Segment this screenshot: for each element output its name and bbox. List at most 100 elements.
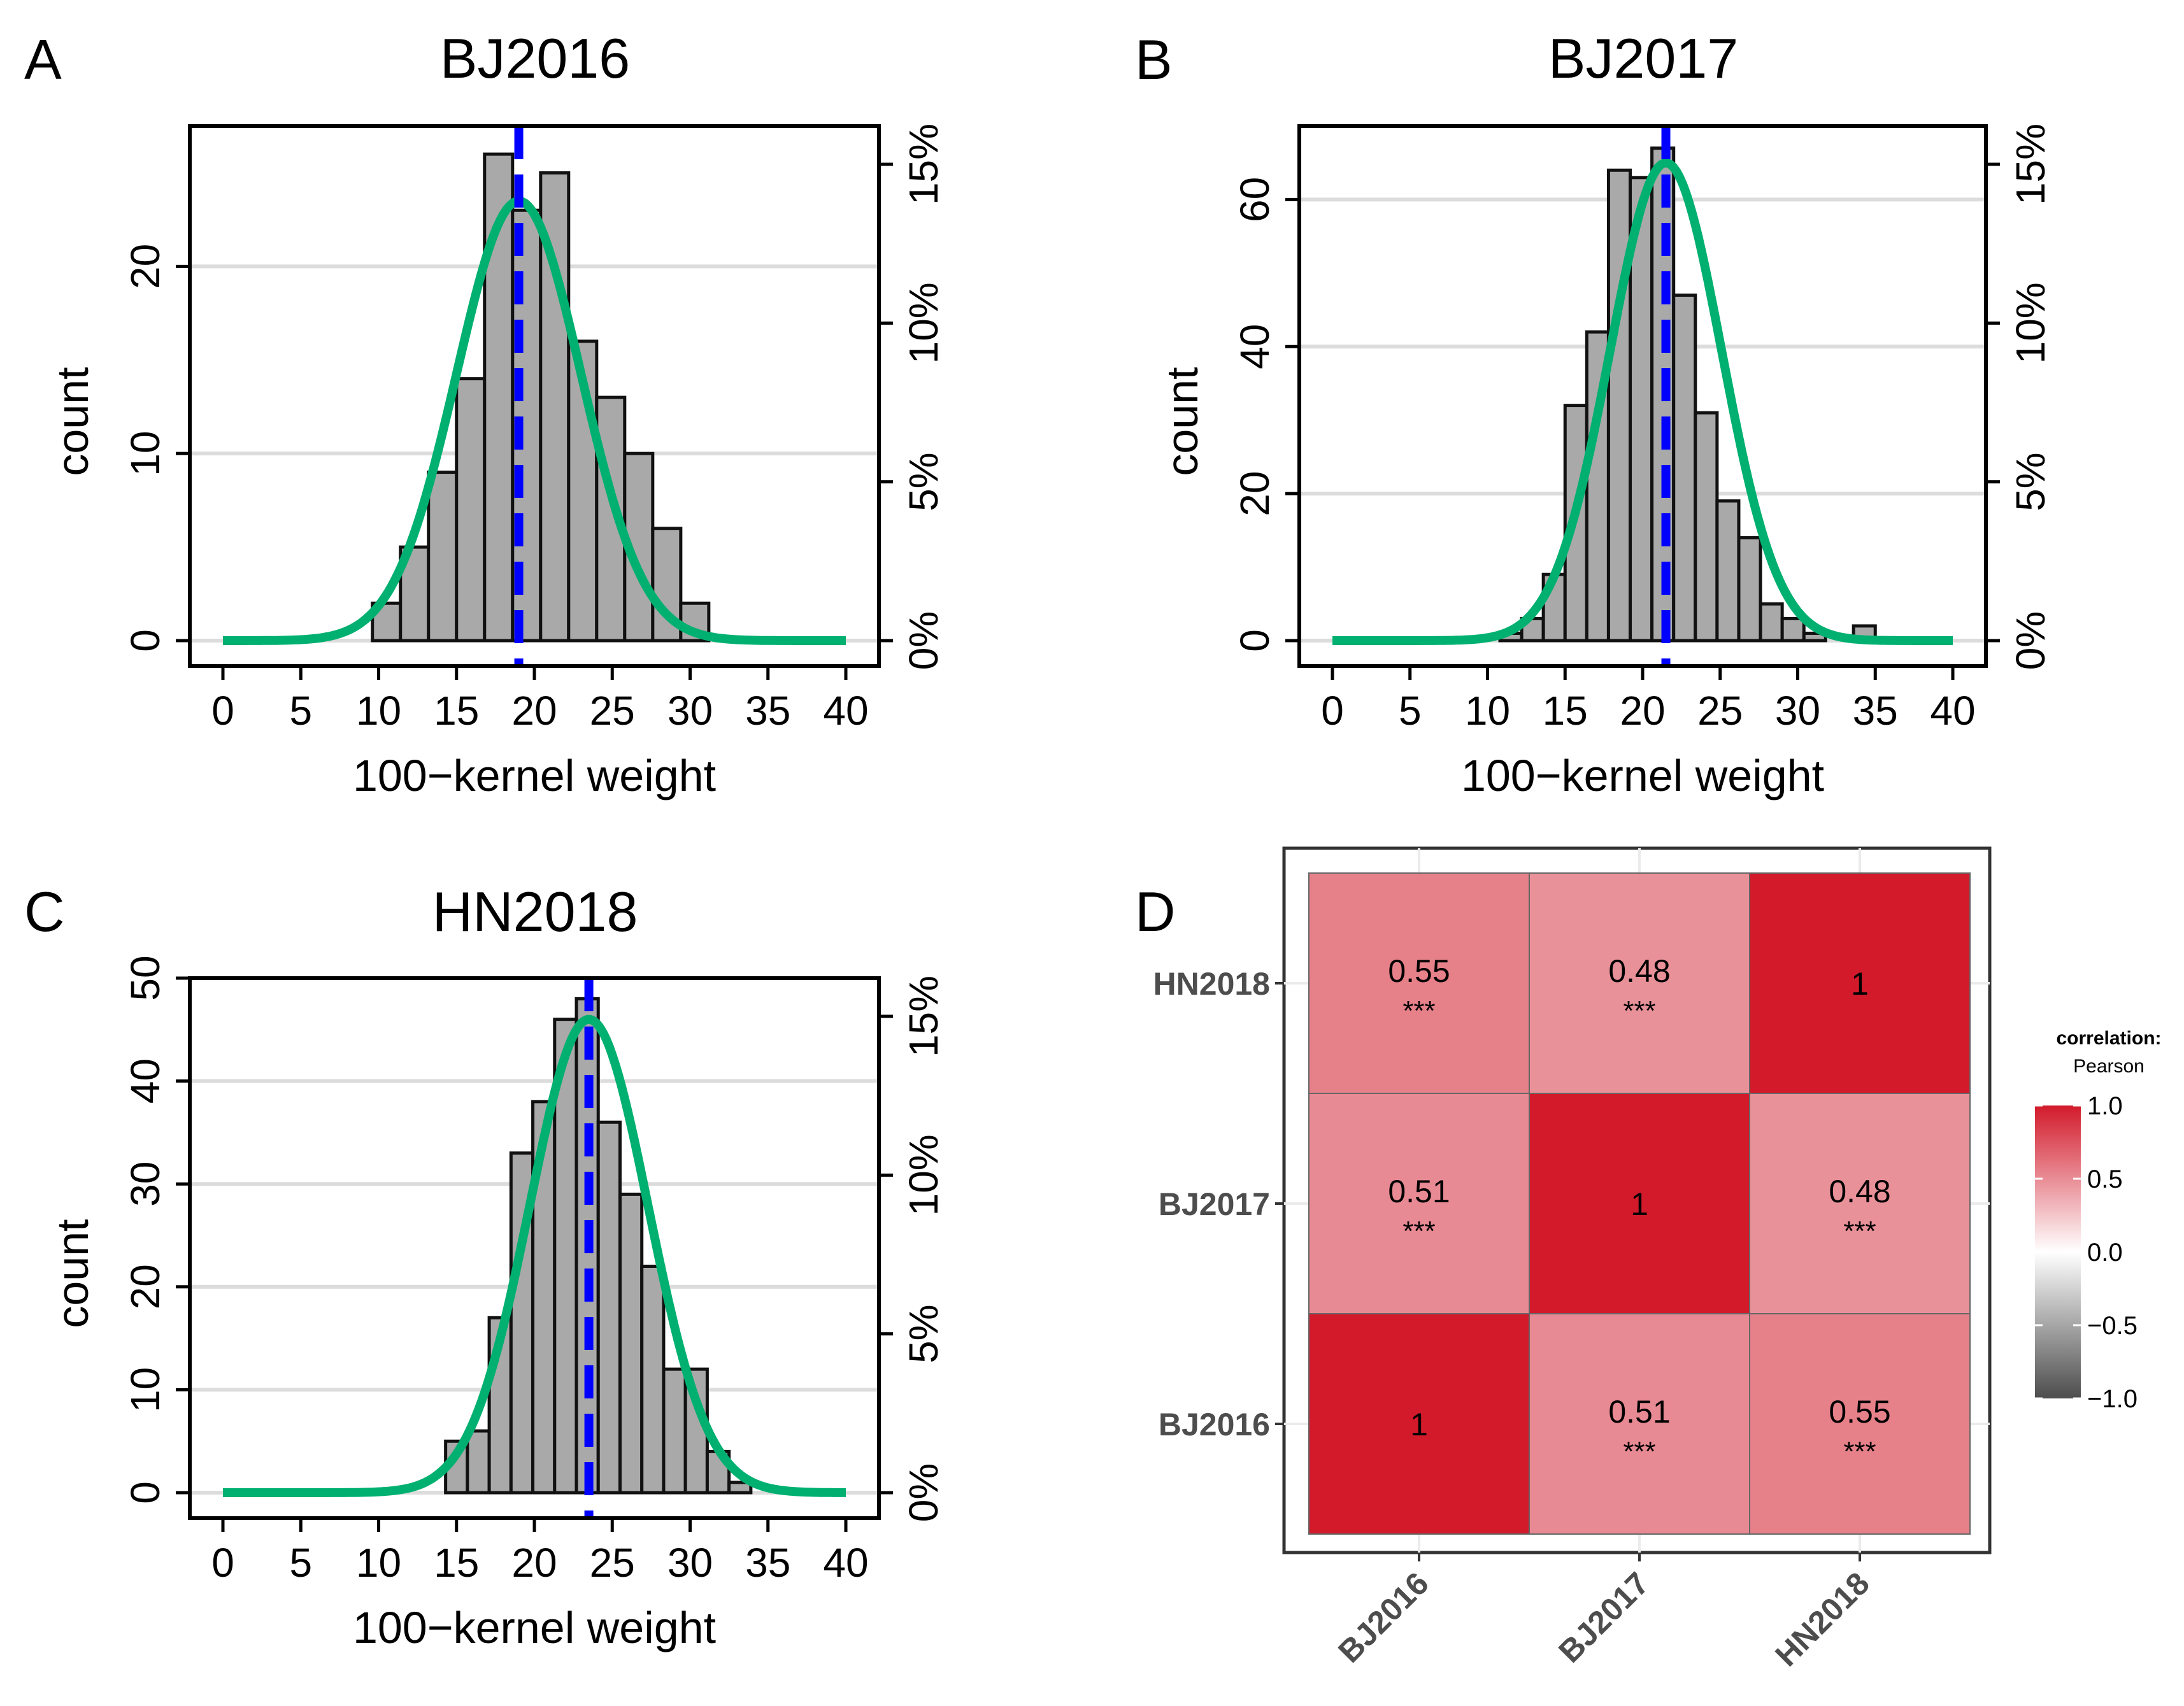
x-tick-label: BJ2017 [1552,1565,1655,1669]
cell-significance-label: *** [1843,1216,1876,1247]
x-tick-label: 15 [1543,688,1588,734]
x-tick-label: 35 [1853,688,1898,734]
y2-tick-label: 15% [2008,124,2053,205]
histogram-panel-b: 0 5 10 15 20 25 30 35 40 0 20 40 60 0% 5% 10% 15% count 10… [1135,27,2053,800]
x-tick-label: BJ2016 [1331,1565,1435,1669]
cell-significance-label: *** [1402,1216,1435,1247]
cell-value-label: 0.55 [1829,1394,1890,1430]
x-tick-label: 40 [823,688,868,734]
y-tick-label: 30 [122,1162,168,1207]
x-tick-label: 10 [356,1540,401,1586]
x-tick-label: HN2018 [1768,1565,1876,1673]
y-tick-label: 50 [122,955,168,1000]
normal-fit-curve [1331,159,1955,645]
legend-tick-label: 0.0 [2087,1239,2123,1267]
y-tick-label: HN2018 [1153,966,1270,1002]
legend-tick-label: −0.5 [2087,1312,2138,1340]
panel-label: A [24,28,62,91]
legend-tick-label: 0.5 [2087,1165,2123,1193]
y-tick-label: 20 [122,244,168,289]
x-tick-label: 40 [1930,688,1975,734]
y-tick-label: BJ2016 [1159,1407,1270,1442]
y2-tick-label: 15% [901,124,946,205]
heatmap-cell [1529,872,1750,1094]
y-tick-label: 40 [1232,324,1278,369]
normal-fit-curve [221,1014,848,1497]
y-tick-label: 10 [122,1367,168,1412]
histogram-bar [640,1264,666,1495]
histogram-bar [1715,499,1741,643]
y2-tick-label: 5% [901,1304,946,1363]
x-tick-label: 30 [1775,688,1820,734]
histogram-bar [427,471,459,643]
histogram-bar [1694,411,1719,643]
y-tick-label: 0 [1232,629,1278,652]
histogram-bar [1780,616,1806,643]
x-tick-label: 30 [667,688,713,734]
y2-tick-label: 10% [901,1134,946,1216]
legend-tick-label: −1.0 [2087,1385,2138,1413]
y-axis-label: count [48,367,97,476]
heatmap-cell [1529,1093,1750,1314]
cell-significance-label: *** [1623,995,1655,1027]
cell-significance-label: *** [1843,1436,1876,1467]
y-tick-label: 20 [122,1264,168,1309]
x-tick-label: 25 [590,1540,635,1586]
x-axis-label: 100−kernel weight [1461,751,1824,800]
heatmap-cell [1529,1313,1750,1535]
heatmap-cell [1749,872,1971,1094]
cell-value-label: 0.51 [1388,1174,1450,1209]
cell-value-label: 0.51 [1608,1394,1670,1430]
cell-value-label: 0.55 [1388,953,1450,989]
y-tick-label: 0 [122,629,168,652]
histogram-bar [1672,293,1697,643]
x-tick-label: 35 [745,1540,790,1586]
legend-subtitle: Pearson [2073,1056,2145,1077]
panel-label: B [1135,28,1173,91]
x-tick-label: 0 [211,688,234,734]
cell-value-label: 1 [1631,1186,1648,1222]
chart-title: HN2018 [432,880,638,943]
y-tick-label: 40 [122,1058,168,1104]
y2-tick-label: 5% [2008,452,2053,511]
x-tick-label: 15 [434,688,479,734]
y-tick-label: 0 [122,1481,168,1504]
y2-tick-label: 5% [901,452,946,511]
y2-tick-label: 15% [901,976,946,1057]
y-tick-label: 20 [1232,471,1278,516]
x-tick-label: 10 [1465,688,1510,734]
x-axis-label: 100−kernel weight [353,751,716,800]
histogram-bar [466,1429,491,1495]
histogram-bar [399,545,431,643]
legend-tick-label: 1.0 [2087,1092,2123,1120]
histogram-bar [1759,602,1784,643]
cell-value-label: 1 [1410,1407,1428,1442]
legend-title: correlation: [2056,1028,2161,1049]
x-tick-label: 25 [590,688,635,734]
cell-significance-label: *** [1623,1436,1655,1467]
cell-value-label: 0.48 [1829,1174,1890,1209]
y2-tick-label: 10% [901,282,946,364]
x-tick-label: 35 [745,688,790,734]
x-tick-label: 0 [1321,688,1344,734]
y-tick-label: 10 [122,431,168,476]
cell-value-label: 0.48 [1608,953,1670,989]
normal-fit-curve [221,196,848,645]
heatmap-cell [1308,872,1530,1094]
x-tick-label: 15 [434,1540,479,1586]
histogram-panel-c: 0 5 10 15 20 25 30 35 40 0 10 20 30 40 50 0% 5% 10% 15% cou… [24,880,946,1653]
x-tick-label: 20 [511,1540,557,1586]
chart-title: BJ2017 [1548,27,1738,90]
x-tick-label: 20 [1620,688,1665,734]
histogram-bar [1737,536,1762,643]
histogram-bar [567,339,599,643]
y2-tick-label: 0% [2008,611,2053,671]
x-tick-label: 25 [1697,688,1743,734]
y-axis-label: count [1157,367,1207,476]
x-tick-label: 30 [667,1540,713,1586]
histogram-bar [596,1120,622,1495]
x-tick-label: 5 [1399,688,1422,734]
y2-tick-label: 10% [2008,282,2053,364]
x-tick-label: 10 [356,688,401,734]
